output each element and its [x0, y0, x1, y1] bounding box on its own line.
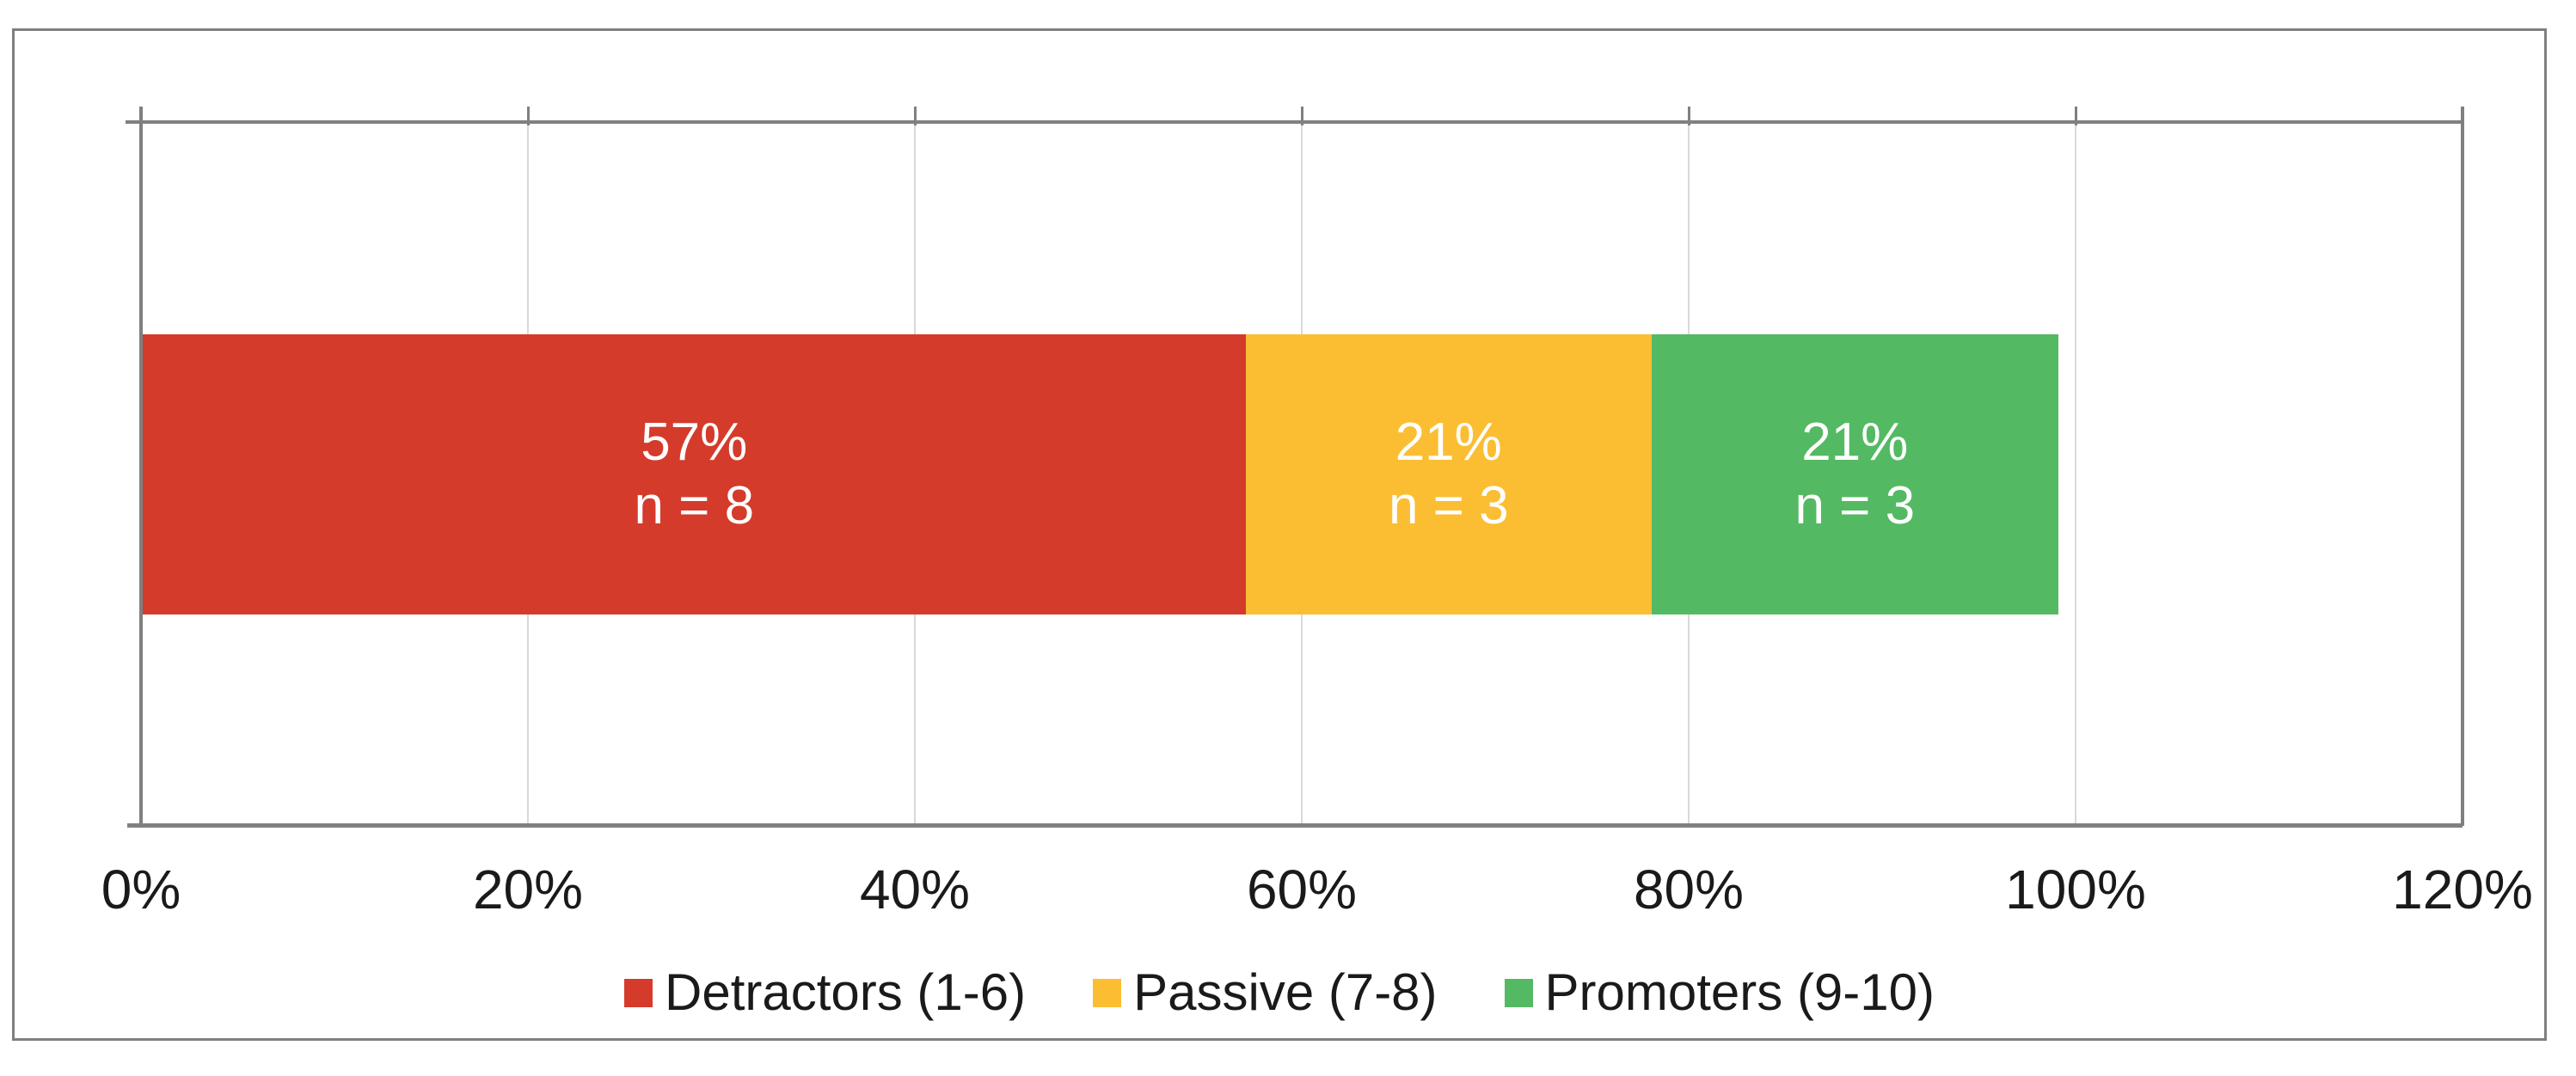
- bar-segment-promoters: 21% n = 3: [1652, 334, 2058, 614]
- x-axis-tick-labels: 0% 20% 40% 60% 80% 100% 120%: [101, 858, 2533, 921]
- x-tick-label-100%: 100%: [2005, 859, 2146, 920]
- bar-segment-detractors: 57% n = 8: [143, 334, 1246, 614]
- y-axis-line: [139, 107, 143, 826]
- legend-marker-icon: [624, 978, 653, 1007]
- tick-mark-80%: [1687, 107, 1690, 125]
- bar-segment-label: 21% n = 3: [1794, 413, 1916, 535]
- tick-mark-100%: [2075, 107, 2077, 125]
- legend: Detractors (1-6) Passive (7-8) Promoters (…: [624, 964, 1935, 1021]
- tick-mark-60%: [1301, 107, 1303, 125]
- x-tick-label-80%: 80%: [1633, 859, 1745, 920]
- bar-segment-passive: 21% n = 3: [1245, 334, 1652, 614]
- gridline-100%: [2075, 124, 2076, 826]
- x-tick-label-20%: 20%: [472, 859, 584, 920]
- x-tick-label-0%: 0%: [101, 859, 181, 920]
- legend-marker-icon: [1093, 978, 1122, 1007]
- legend-item-promoters: Promoters (9-10): [1504, 963, 1935, 1021]
- legend-item-detractors: Detractors (1-6): [624, 964, 1026, 1021]
- x-axis-top-line: [126, 120, 2463, 124]
- bar-segment-label: 21% n = 3: [1388, 413, 1509, 535]
- legend-marker-icon: [1504, 978, 1533, 1007]
- legend-label: Detractors (1-6): [665, 963, 1027, 1021]
- legend-item-passive: Passive (7-8): [1093, 963, 1438, 1021]
- x-tick-label-60%: 60%: [1246, 859, 1358, 920]
- tick-mark-40%: [913, 107, 917, 125]
- legend-label: Passive (7-8): [1133, 963, 1438, 1021]
- bar-segment-label: 57% n = 8: [634, 413, 755, 535]
- tick-mark-20%: [526, 107, 530, 125]
- x-tick-label-120%: 120%: [2392, 859, 2533, 920]
- x-tick-label-40%: 40%: [859, 859, 971, 920]
- chart-border: 57% n = 8 21% n = 3 21% n = 3 0% 20% 40% 60% 8…: [12, 28, 2547, 1041]
- x-axis-bottom-line: [127, 823, 2463, 828]
- stacked-bar: 57% n = 8 21% n = 3 21% n = 3: [143, 334, 2464, 614]
- plot-area: 57% n = 8 21% n = 3 21% n = 3: [126, 107, 2464, 828]
- plot-right-edge: [2461, 107, 2464, 826]
- legend-label: Promoters (9-10): [1544, 963, 1935, 1021]
